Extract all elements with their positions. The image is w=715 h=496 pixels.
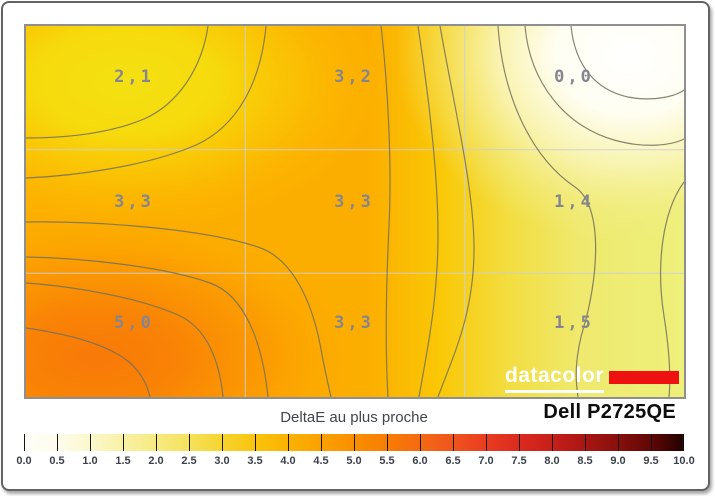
colorbar-tick [24,434,25,451]
datacolor-watermark: datacolor [504,365,679,393]
cell-value-label: 3,2 [334,67,374,87]
chart-frame: 2,1 3,2 0,0 3,3 3,3 1,4 5,0 3,3 1,5 data… [1,1,710,491]
colorbar-tick [453,434,454,451]
colorbar-tick-label: 6.5 [445,455,461,467]
colorbar-tick-label: 2.5 [181,455,197,467]
colorbar-tick [222,434,223,451]
colorbar-tick-label: 3.5 [247,455,263,467]
colorbar-tick-label: 9.0 [610,455,626,467]
colorbar-tick-label: 7.5 [511,455,527,467]
colorbar-tick-label: 0.5 [49,455,65,467]
colorbar-tick-label: 5.5 [379,455,395,467]
cell-value-label: 1,5 [554,313,594,333]
colorbar-tick [354,434,355,451]
heatmap-field [26,26,684,397]
colorbar-tick-label: 6.0 [412,455,428,467]
colorbar-tick-label: 10.0 [673,455,695,467]
cell-value-label: 5,0 [114,313,154,333]
colorbar-tick [321,434,322,451]
colorbar-tick [57,434,58,451]
colorbar-tick-label: 2.0 [148,455,164,467]
colorbar-tick [387,434,388,451]
colorbar-tick-label: 8.5 [577,455,593,467]
colorbar-tick [189,434,190,451]
colorbar-tick [255,434,256,451]
colorbar-tick-label: 0.0 [16,455,32,467]
colorbar-tick [420,434,421,451]
cell-value-label: 2,1 [114,67,154,87]
grid-lines [26,26,684,397]
colorbar-tick-label: 8.0 [544,455,560,467]
cell-value-label: 3,3 [114,192,154,212]
colorbar-title: DeltaE au plus proche [280,409,428,426]
colorbar-tick-label: 7.0 [478,455,494,467]
colorbar-tick-label: 4.0 [280,455,296,467]
colorbar-labels: 0.0 0.5 1.0 1.5 2.0 2.5 3.0 3.5 4.0 4.5 5.0 5.5 6.0 6… [16,455,694,469]
colorbar-tick [552,434,553,451]
colorbar-tick-label: 1.5 [115,455,131,467]
datacolor-red-bar-icon [609,371,679,384]
colorbar-tick [123,434,124,451]
cell-value-labels: 2,1 3,2 0,0 3,3 3,3 1,4 5,0 3,3 1,5 [114,67,594,333]
datacolor-wordmark: datacolor [504,365,604,393]
colorbar-tick [156,434,157,451]
colorbar-tick [288,434,289,451]
colorbar-tick [618,434,619,451]
colorbar-tick [90,434,91,451]
colorbar-tick [585,434,586,451]
colorbar-tick [682,434,683,451]
colorbar-tick [486,434,487,451]
colorbar [24,434,684,451]
cell-value-label: 1,4 [554,192,594,212]
colorbar-tick-label: 1.0 [82,455,98,467]
device-title: Dell P2725QE [543,401,676,423]
contour-plot: 2,1 3,2 0,0 3,3 3,3 1,4 5,0 3,3 1,5 data… [24,24,686,399]
colorbar-tick [651,434,652,451]
contour-canvas: 2,1 3,2 0,0 3,3 3,3 1,4 5,0 3,3 1,5 [26,26,684,397]
colorbar-tick-label: 5.0 [346,455,362,467]
colorbar-tick-label: 9.5 [643,455,659,467]
cell-value-label: 3,3 [334,313,374,333]
colorbar-tick-label: 4.5 [313,455,329,467]
cell-value-label: 0,0 [554,67,594,87]
colorbar-tick [519,434,520,451]
cell-value-label: 3,3 [334,192,374,212]
colorbar-tick-label: 3.0 [214,455,230,467]
